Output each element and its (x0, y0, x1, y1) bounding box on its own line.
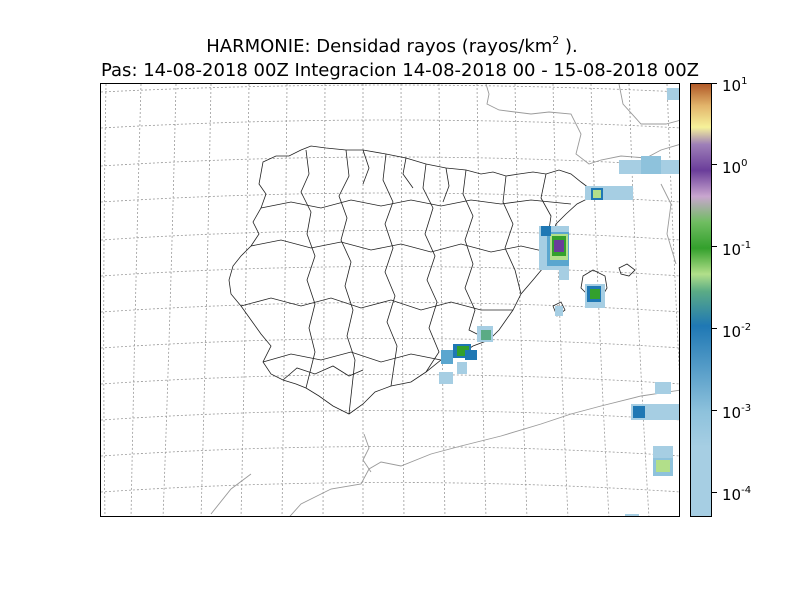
density-cell (554, 240, 564, 252)
density-cell (541, 226, 551, 236)
map-canvas (101, 84, 679, 516)
density-cell (559, 270, 569, 280)
colorbar-tick-label: 10-1 (722, 239, 752, 259)
map-title: HARMONIE: Densidad rayos (rayos/km2 ). (0, 34, 792, 57)
colorbar (690, 83, 712, 517)
map-subtitle: Pas: 14-08-2018 00Z Integracion 14-08-20… (100, 60, 699, 81)
density-cell (653, 446, 673, 460)
colorbar-tick-mark (712, 409, 717, 411)
density-cell (667, 88, 679, 100)
colorbar-tick-label: 101 (722, 76, 748, 95)
density-cell (457, 346, 469, 356)
density-cell (457, 362, 467, 374)
density-cell (633, 406, 645, 418)
map-panel (100, 83, 680, 517)
density-cell (481, 330, 491, 340)
density-cell (641, 156, 661, 174)
colorbar-tick-label: 100 (722, 157, 748, 177)
coastlines (210, 84, 679, 516)
title-text: HARMONIE: Densidad rayos (rayos/km (206, 36, 553, 57)
colorbar-tick-label: 10-3 (722, 403, 752, 423)
title-suffix: ). (559, 36, 578, 57)
colorbar-tick-mark (712, 491, 717, 493)
density-cell (590, 289, 600, 299)
density-cell (655, 382, 671, 394)
colorbar-tick-label: 10-4 (722, 485, 752, 505)
colorbar-tick-mark (712, 82, 717, 84)
density-cell (593, 190, 601, 198)
iberia-outline (228, 145, 594, 415)
colorbar-tick-mark (712, 164, 717, 166)
colorbar-tick-mark (712, 328, 717, 330)
density-cell (555, 306, 563, 316)
lightning-density-cells (439, 88, 679, 516)
colorbar-tick-label: 10-2 (722, 321, 752, 341)
density-cell (441, 350, 453, 364)
colorbar-tick-mark (712, 246, 717, 248)
title-exponent: 2 (552, 34, 560, 47)
density-cell (656, 460, 670, 472)
density-cell (625, 514, 639, 516)
density-cell (465, 350, 477, 360)
density-cell (439, 372, 453, 384)
